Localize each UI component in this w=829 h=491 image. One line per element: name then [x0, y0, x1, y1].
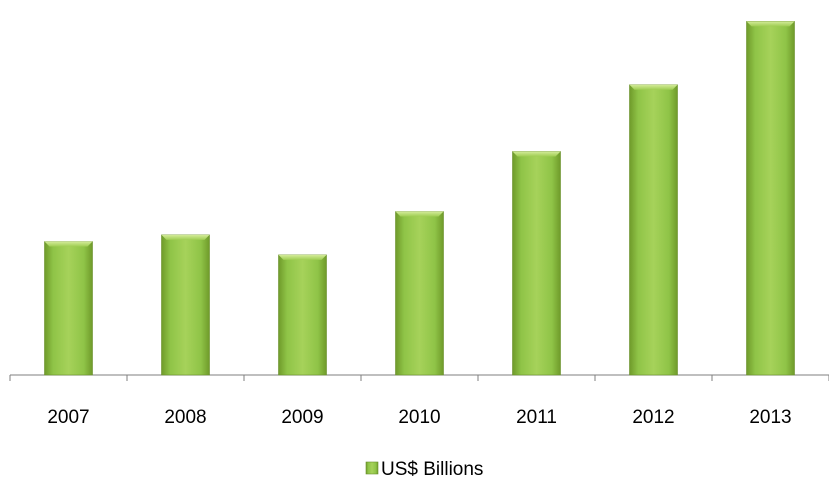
bar-2013	[746, 21, 795, 376]
x-tick-label: 2013	[749, 407, 791, 428]
legend-swatch	[365, 461, 379, 475]
x-tick-label: 2010	[398, 407, 440, 428]
bar-bevel	[278, 254, 327, 260]
bar-2012	[629, 84, 678, 376]
bar-body	[629, 84, 678, 376]
bar-2008	[161, 234, 210, 376]
bar-2009	[278, 254, 327, 376]
bar-body	[746, 21, 795, 376]
legend-label: US$ Billions	[381, 459, 483, 480]
bar-bevel	[512, 151, 561, 157]
x-tick-label: 2007	[47, 407, 89, 428]
bar-body	[512, 151, 561, 376]
bar-bevel	[44, 241, 93, 247]
bar-body	[395, 211, 444, 376]
x-tick-label: 2008	[164, 407, 206, 428]
x-tick-label: 2012	[632, 407, 674, 428]
bar-2011	[512, 151, 561, 376]
bar-2010	[395, 211, 444, 376]
bar-bevel	[746, 21, 795, 27]
bar-body	[161, 234, 210, 376]
x-tick-label: 2011	[516, 407, 557, 428]
bar-bevel	[161, 234, 210, 240]
x-tick-label: 2009	[281, 407, 323, 428]
plot-area: 2007 2008 2009 2010 2011 2012 2013	[9, 21, 829, 428]
legend: US$ Billions	[365, 459, 483, 480]
bar-2007	[44, 241, 93, 376]
bar-bevel	[629, 84, 678, 90]
bar-body	[278, 254, 327, 376]
bar-body	[44, 241, 93, 376]
bar-bevel	[395, 211, 444, 217]
